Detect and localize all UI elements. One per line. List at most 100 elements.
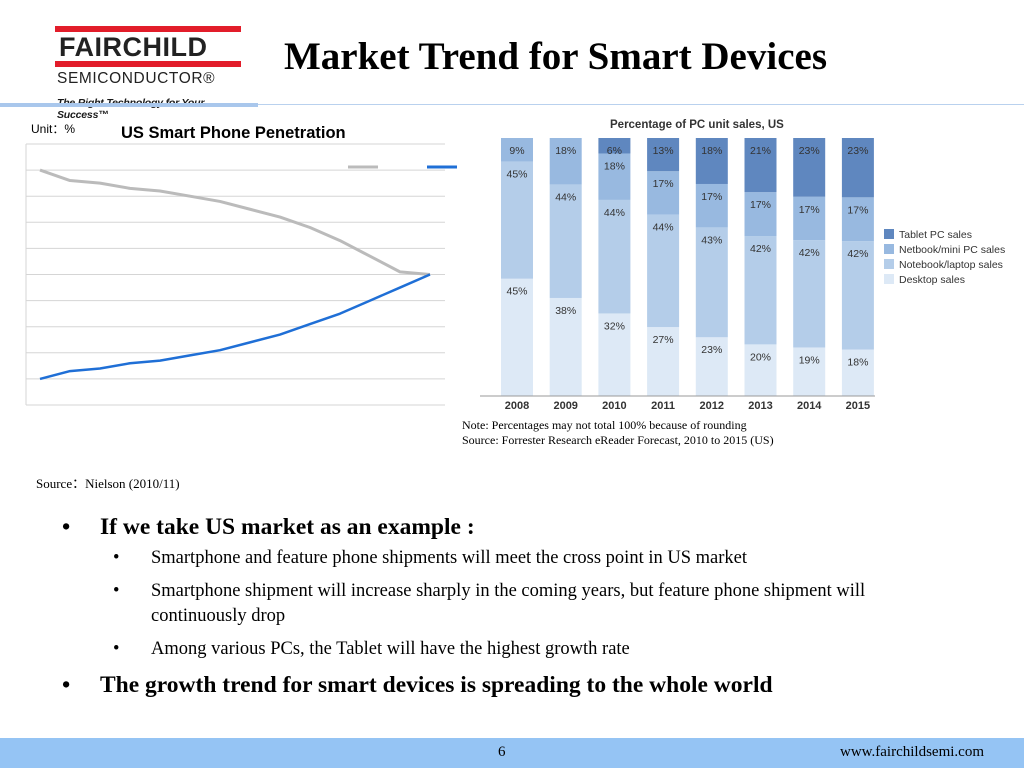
bar-data-label: 18% [604,160,625,172]
bullet-item-level2: • Among various PCs, the Tablet will have… [113,639,630,659]
logo-wordmark: FAIRCHILD [59,32,208,62]
legend-label: Tablet PC sales [899,229,972,241]
line-chart-title: US Smart Phone Penetration [121,124,346,142]
bar-data-label: 44% [653,222,674,234]
bullet-list: • If we take US market as an example : • S… [62,512,962,704]
logo-red-bar-bottom [55,61,241,67]
bar-data-label: 42% [799,247,820,259]
bar-data-label: 17% [653,178,674,190]
slide-title: Market Trend for Smart Devices [284,35,827,78]
bar-segment [793,240,826,348]
bar-segment [744,192,777,237]
bar-data-label: 17% [847,204,868,216]
bar-category-label: 2011 [651,400,675,412]
bar-data-label: 23% [701,344,722,356]
bar-category-label: 2008 [505,400,529,412]
line-chart-unit: Unit：% [31,122,76,136]
bar-chart-source-line: Source: Forrester Research eReader Forec… [462,433,774,447]
legend-swatch [884,274,894,284]
bar-data-label: 44% [555,191,576,203]
bar-data-label: 42% [847,248,868,260]
legend-label: Desktop sales [899,274,965,286]
logo-subtitle: SEMICONDUCTOR® [57,70,216,87]
bar-segment [501,161,533,279]
line-chart-source: Source：Nielson (2010/11) [36,476,180,491]
bar-category-label: 2012 [700,400,724,412]
bar-segment [793,138,826,197]
bar-chart: Percentage of PC unit sales, US 45% 45% 9% 2… [480,119,1005,412]
bar-segment [549,138,582,185]
logo-red-bar-top [55,26,241,32]
bullet-item-level1: • The growth trend for smart devices is s… [62,672,773,698]
bar-segment [695,227,728,338]
bar-segment [841,349,874,396]
bar-data-label: 17% [750,199,771,211]
bar-data-label: 42% [750,243,771,255]
bar-category-label: 2010 [602,400,626,412]
legend-label: Netbook/mini PC sales [899,244,1005,256]
bar-data-label: 17% [799,204,820,216]
series-line-1 [39,168,431,276]
bar-chart-title: Percentage of PC unit sales, US [610,119,784,131]
bar-segment [598,313,631,396]
legend-swatch [884,229,894,239]
bar-data-label: 23% [799,145,820,157]
series-line-2 [39,273,431,381]
bar-segment [598,138,631,154]
bar-segment [501,138,533,162]
line-chart [25,143,457,406]
bar-data-label: 9% [509,145,524,157]
bar-data-label: 23% [847,145,868,157]
bullet-text: Smartphone and feature phone shipments w… [151,548,747,568]
bar-segment [598,153,631,200]
bar-data-label: 43% [701,234,722,246]
page-number: 6 [498,744,506,760]
bar-data-label: 13% [653,145,674,157]
footer-bar: 6 www.fairchildsemi.com [0,738,1024,768]
bar-segment [841,241,874,350]
bar-category-label: 2014 [797,400,822,412]
legend-swatch [884,244,894,254]
bar-segment [793,196,826,241]
bar-segment [647,214,680,328]
bar-data-label: 17% [701,191,722,203]
title-rule-thick [0,103,258,107]
company-logo: FAIRCHILD SEMICONDUCTOR® The Right Techn… [55,26,250,121]
bar-segment [841,138,874,198]
bar-segment [549,297,582,396]
bullet-text: If we take US market as an example : [100,514,475,540]
bar-chart-note-line: Note: Percentages may not total 100% bec… [462,418,747,432]
bar-category-label: 2009 [553,400,577,412]
bullet-item-level1: • If we take US market as an example : [62,514,475,540]
bullet-item-level2: • Smartphone shipment will increase sharp… [113,581,866,626]
bar-segment [695,183,728,228]
bar-segment [744,236,777,345]
bar-segment [549,184,582,298]
bar-data-label: 45% [506,286,527,298]
bar-segment [501,278,533,396]
bar-data-label: 18% [555,145,576,157]
bullet-text: The growth trend for smart devices is sp… [100,672,773,698]
bar-data-label: 19% [799,354,820,366]
logo-tagline: The Right Technology for Your Success™ [57,97,204,121]
bar-data-label: 21% [750,145,771,157]
bar-segment [744,344,777,396]
bar-data-label: 45% [506,168,527,180]
bar-data-label: 27% [653,334,674,346]
legend-label: Notebook/laptop sales [899,259,1003,271]
bullet-text: Among various PCs, the Tablet will have … [151,639,630,659]
bar-data-label: 44% [604,207,625,219]
bar-data-label: 6% [607,145,622,157]
legend-swatch [884,259,894,269]
bar-segment [647,327,680,396]
bar-segment [647,171,680,215]
bar-category-label: 2013 [748,400,772,412]
bar-segment [695,337,728,396]
bar-chart-note: Note: Percentages may not total 100% bec… [462,418,774,448]
bar-segment [647,138,680,172]
bullet-item-level2: • Smartphone and feature phone shipments … [113,548,747,568]
bullet-text: Smartphone shipment will increase sharpl… [151,581,866,626]
bar-data-label: 18% [847,357,868,369]
bar-segment [695,138,728,184]
bar-data-label: 20% [750,351,771,363]
